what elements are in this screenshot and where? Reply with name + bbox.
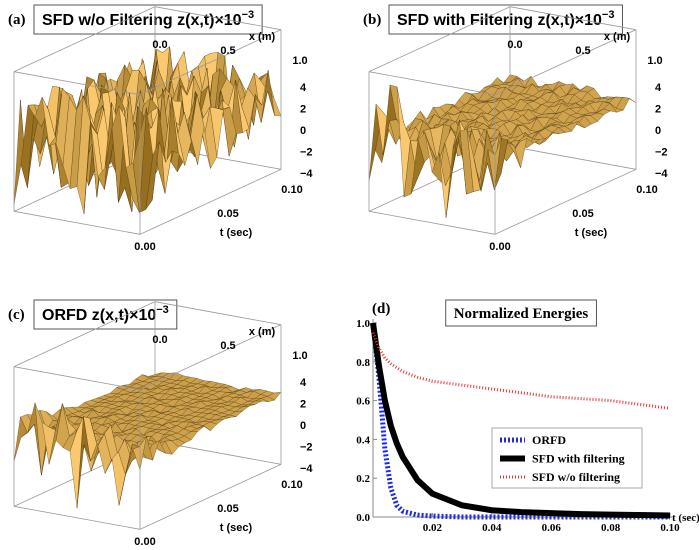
t-tick-label: 0.05 bbox=[217, 208, 238, 220]
box-edge bbox=[494, 29, 637, 96]
x-tick-label: 0.5 bbox=[220, 340, 235, 352]
legend-label: ORFD bbox=[532, 433, 566, 447]
surface-panel: (c) ORFD z(x,t)×10−3 x (m) 0.0 0.5 1.0 4 2 0 −2 −4… bbox=[8, 299, 313, 548]
panel-title-text: SFD with Filtering z(x,t)×10 bbox=[397, 12, 602, 29]
box-edge bbox=[13, 6, 156, 73]
x-tick-label: 1.0 bbox=[292, 55, 307, 67]
t-tick-label: 0.00 bbox=[134, 536, 155, 548]
t-axis-label: t (sec) bbox=[220, 522, 253, 534]
panel-title-text: ORFD z(x,t)×10 bbox=[42, 307, 156, 324]
x-tick-label: 0.08 bbox=[601, 522, 621, 534]
t-tick-label: 0.10 bbox=[281, 479, 302, 491]
box-edge bbox=[13, 366, 141, 391]
t-tick-label: 0.00 bbox=[489, 241, 510, 253]
legend-label: SFD with filtering bbox=[532, 452, 625, 466]
box-edge bbox=[139, 29, 282, 96]
surface-panel: (a) SFD w/o Filtering z(x,t)×10−3 x (m) 0.0… bbox=[8, 4, 313, 253]
y-tick-label: 0.8 bbox=[356, 357, 370, 369]
t-tick-label: 0.00 bbox=[134, 241, 155, 253]
box-edge bbox=[13, 505, 141, 530]
z-tick-label: 2 bbox=[300, 399, 306, 411]
y-tick-label: 0.6 bbox=[356, 396, 370, 408]
y-tick-label: 1.0 bbox=[356, 318, 370, 330]
t-tick-label: 0.05 bbox=[217, 503, 238, 515]
t-axis-label: t (sec) bbox=[575, 227, 608, 239]
title-box bbox=[445, 299, 597, 327]
x-tick-label: 0.0 bbox=[507, 39, 522, 51]
x-axis-label: x (m) bbox=[604, 31, 631, 43]
chart-title: Normalized Energies bbox=[454, 306, 589, 322]
box-edge bbox=[368, 6, 511, 73]
box-edge bbox=[139, 463, 282, 530]
x-tick-label: 1.0 bbox=[647, 55, 662, 67]
z-tick-label: 4 bbox=[300, 82, 307, 94]
panel-title-exponent: −3 bbox=[156, 304, 169, 316]
t-axis-label: t (sec) bbox=[220, 227, 253, 239]
panel-title: SFD w/o Filtering z(x,t)×10−3 bbox=[42, 9, 254, 29]
x-tick-label: 0.02 bbox=[423, 522, 443, 534]
z-tick-label: −4 bbox=[300, 168, 313, 180]
panel-label: (c) bbox=[8, 307, 25, 323]
panel-label: (d) bbox=[372, 301, 390, 317]
x-tick-label: 0.04 bbox=[482, 522, 502, 534]
surface-panel: (b) SFD with Filtering z(x,t)×10−3 x (m) 0.… bbox=[363, 4, 668, 253]
box-edge bbox=[13, 71, 141, 96]
x-tick-label: 0.5 bbox=[220, 45, 235, 57]
z-tick-label: 2 bbox=[300, 104, 306, 116]
z-tick-label: −4 bbox=[300, 463, 313, 475]
z-tick-label: −2 bbox=[300, 147, 313, 159]
box-edge bbox=[368, 210, 496, 235]
t-tick-label: 0.10 bbox=[636, 184, 657, 196]
x-tick-label: 1.0 bbox=[292, 350, 307, 362]
z-tick-label: 2 bbox=[655, 104, 661, 116]
panel-title-exponent: −3 bbox=[602, 9, 615, 21]
box-edge bbox=[509, 145, 637, 170]
x-tick-label: 0.5 bbox=[575, 45, 590, 57]
x-tick-label: 0.06 bbox=[542, 522, 562, 534]
z-tick-label: 4 bbox=[655, 82, 662, 94]
series-line bbox=[370, 322, 671, 519]
y-tick-label: 0.0 bbox=[356, 512, 370, 524]
box-edge bbox=[154, 301, 282, 326]
panel-title: SFD with Filtering z(x,t)×10−3 bbox=[397, 9, 614, 29]
box-edge bbox=[13, 301, 156, 368]
box-edge bbox=[154, 6, 282, 31]
surface-patch bbox=[490, 77, 505, 86]
z-tick-label: −4 bbox=[655, 168, 668, 180]
panel-label: (a) bbox=[8, 12, 26, 28]
title-box bbox=[388, 4, 623, 35]
t-tick-label: 0.05 bbox=[572, 208, 593, 220]
panel-title: ORFD z(x,t)×10−3 bbox=[42, 304, 169, 324]
x-axis-label: x (m) bbox=[249, 31, 276, 43]
box-edge bbox=[494, 168, 637, 235]
t-tick-label: 0.10 bbox=[281, 184, 302, 196]
x-tick-label: 0.10 bbox=[660, 522, 680, 534]
box-edge bbox=[139, 324, 282, 391]
box-edge bbox=[368, 71, 496, 96]
y-tick-label: 0.4 bbox=[356, 434, 370, 446]
z-tick-label: 0 bbox=[655, 125, 661, 137]
z-tick-label: 4 bbox=[300, 377, 307, 389]
x-tick-label: 0.0 bbox=[152, 334, 167, 346]
z-tick-label: 0 bbox=[300, 420, 306, 432]
series-line bbox=[371, 332, 671, 410]
box-edge bbox=[139, 168, 282, 235]
x-tick-label: 0.0 bbox=[152, 39, 167, 51]
series-line bbox=[370, 322, 670, 520]
z-tick-label: −2 bbox=[300, 442, 313, 454]
legend-label: SFD w/o filtering bbox=[532, 470, 620, 484]
x-axis-label: x (m) bbox=[249, 326, 276, 338]
x-axis-label: t (sec) bbox=[672, 512, 699, 524]
z-tick-label: 0 bbox=[300, 125, 306, 137]
panel-label: (b) bbox=[363, 12, 381, 28]
panel-title-exponent: −3 bbox=[242, 9, 255, 21]
box-edge bbox=[509, 6, 637, 31]
panel-title-text: SFD w/o Filtering z(x,t)×10 bbox=[42, 12, 242, 29]
box-edge bbox=[13, 210, 141, 235]
z-tick-label: −2 bbox=[655, 147, 668, 159]
y-tick-label: 0.2 bbox=[356, 473, 370, 485]
